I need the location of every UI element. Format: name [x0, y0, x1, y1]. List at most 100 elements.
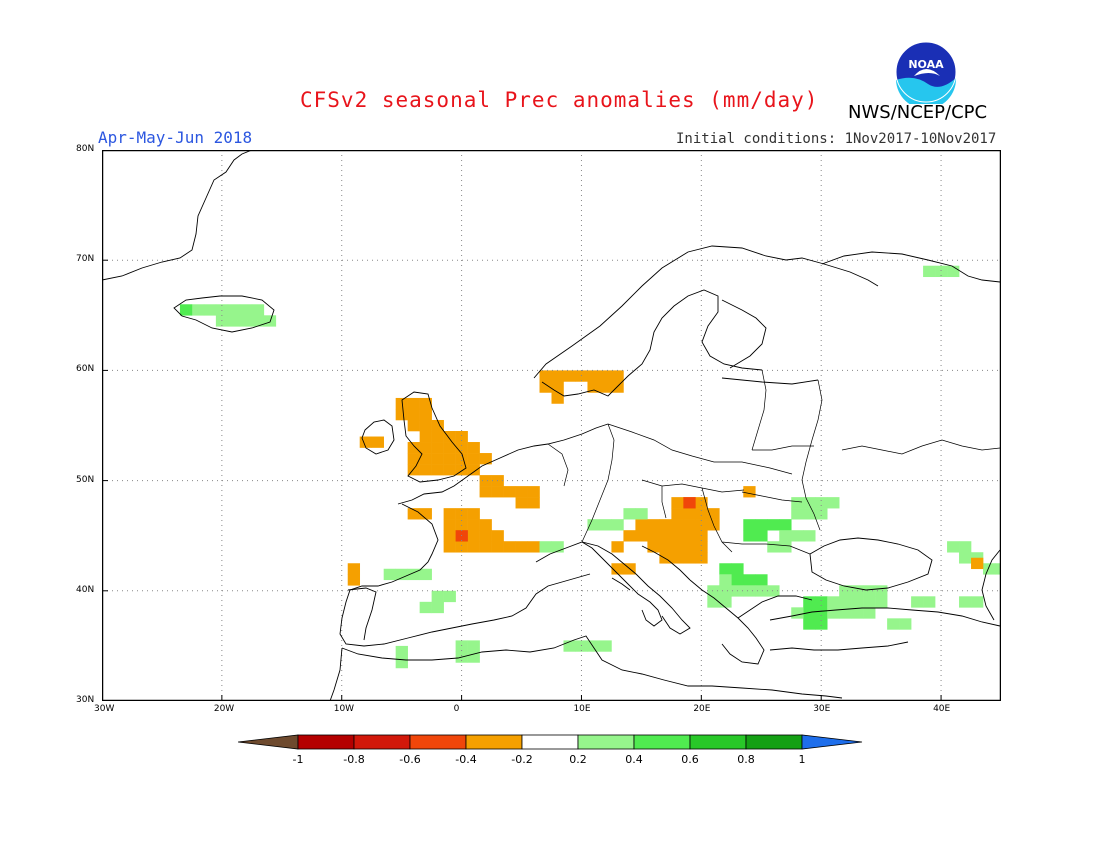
colorbar-label: -0.2 [511, 753, 532, 766]
anomaly-cell [419, 431, 432, 443]
anomaly-cell [443, 431, 456, 443]
anomaly-cell [479, 486, 492, 498]
colorbar-swatch [297, 734, 355, 750]
anomaly-cell [455, 541, 468, 553]
anomaly-cell [815, 607, 828, 619]
anomaly-cell [491, 486, 504, 498]
colorbar-label: -1 [293, 753, 304, 766]
lon-tick-label: 20W [213, 704, 235, 714]
anomaly-cell [683, 530, 696, 542]
colorbar-swatch [633, 734, 691, 750]
colorbar-swatch [353, 734, 411, 750]
anomaly-cell [959, 596, 972, 608]
anomaly-cell [923, 596, 936, 608]
anomaly-cell [611, 381, 624, 393]
anomaly-cell [731, 574, 744, 586]
anomaly-cell [719, 585, 732, 597]
anomaly-cell [671, 541, 684, 553]
anomaly-cell [551, 541, 564, 553]
anomaly-cell [395, 397, 408, 410]
colorbar-swatch [238, 734, 299, 750]
anomaly-cell [407, 508, 420, 520]
anomaly-cell [539, 541, 552, 553]
anomaly-region [347, 563, 361, 586]
anomaly-cell [815, 508, 828, 520]
anomaly-region [179, 304, 193, 316]
anomaly-cell [683, 552, 696, 564]
anomaly-cell [527, 486, 540, 498]
noaa-logo: NOAA [895, 41, 957, 104]
anomaly-cell [803, 508, 816, 520]
anomaly-cell [443, 442, 456, 454]
anomaly-cell [455, 442, 468, 454]
anomaly-cell [479, 453, 492, 465]
anomaly-cell [431, 442, 444, 454]
anomaly-cell [683, 519, 696, 531]
anomaly-cell [431, 419, 444, 432]
colorbar-label: 0.6 [681, 753, 699, 766]
lon-tick-label: 30W [94, 704, 115, 714]
anomaly-cell [659, 541, 672, 553]
agency-label: NWS/NCEP/CPC [848, 102, 988, 123]
anomaly-cell [755, 574, 768, 586]
anomaly-cell [803, 530, 816, 542]
colorbar-label: 0.2 [569, 753, 587, 766]
coastlines [102, 150, 1001, 701]
anomaly-cell [971, 557, 984, 570]
anomaly-cell [467, 442, 480, 454]
anomaly-cell [467, 453, 480, 465]
anomaly-cell [431, 590, 444, 603]
anomaly-cell [455, 519, 468, 531]
anomaly-cell [767, 519, 780, 531]
anomaly-cell [407, 464, 420, 476]
anomaly-cell [395, 645, 408, 658]
anomaly-cell [431, 601, 444, 614]
colorbar-swatch [409, 734, 467, 750]
anomaly-cell [515, 486, 528, 498]
anomaly-cell [611, 370, 624, 382]
anomaly-cell [611, 541, 624, 553]
anomaly-cell [875, 596, 888, 608]
anomaly-cell [983, 563, 996, 575]
anomaly-cell [743, 574, 756, 586]
anomaly-cell [407, 453, 420, 465]
anomaly-cell [515, 541, 528, 553]
anomaly-cell [599, 519, 612, 531]
anomaly-cell [455, 464, 468, 476]
anomaly-cell [551, 370, 564, 382]
anomaly-cell [359, 436, 372, 448]
anomaly-cell [683, 508, 696, 520]
anomaly-cell [539, 381, 552, 393]
anomaly-cell [575, 370, 588, 382]
anomaly-region [539, 370, 624, 404]
anomaly-cell [407, 568, 420, 581]
colorbar-swatch [577, 734, 635, 750]
anomaly-cell [623, 530, 636, 542]
chart-title: CFSv2 seasonal Prec anomalies (mm/day) [300, 88, 819, 112]
anomaly-cell [719, 596, 732, 608]
anomaly-cell [935, 265, 948, 278]
anomaly-cell [659, 530, 672, 542]
anomaly-cell [203, 304, 217, 316]
anomaly-cell [779, 530, 792, 542]
lat-tick-label: 30N [76, 695, 95, 705]
anomaly-cell [719, 574, 732, 586]
anomaly-cell [671, 497, 684, 509]
anomaly-cell [419, 508, 432, 520]
anomaly-cell [407, 419, 420, 432]
anomaly-cell [419, 601, 432, 614]
anomaly-cell [551, 381, 564, 393]
anomaly-cell [923, 265, 936, 278]
anomaly-cell [587, 370, 600, 382]
lat-tick-label: 80N [76, 144, 95, 154]
noaa-logo-text: NOAA [908, 58, 944, 71]
anomaly-cell [695, 508, 708, 520]
map-gridlines [102, 150, 1001, 701]
anomaly-cell [467, 519, 480, 531]
anomaly-cell [239, 315, 253, 327]
lat-tick-label: 50N [76, 474, 95, 485]
anomaly-cell [635, 508, 648, 520]
anomaly-cell [647, 541, 660, 553]
anomaly-cell [959, 552, 972, 564]
anomaly-cell [467, 508, 480, 520]
